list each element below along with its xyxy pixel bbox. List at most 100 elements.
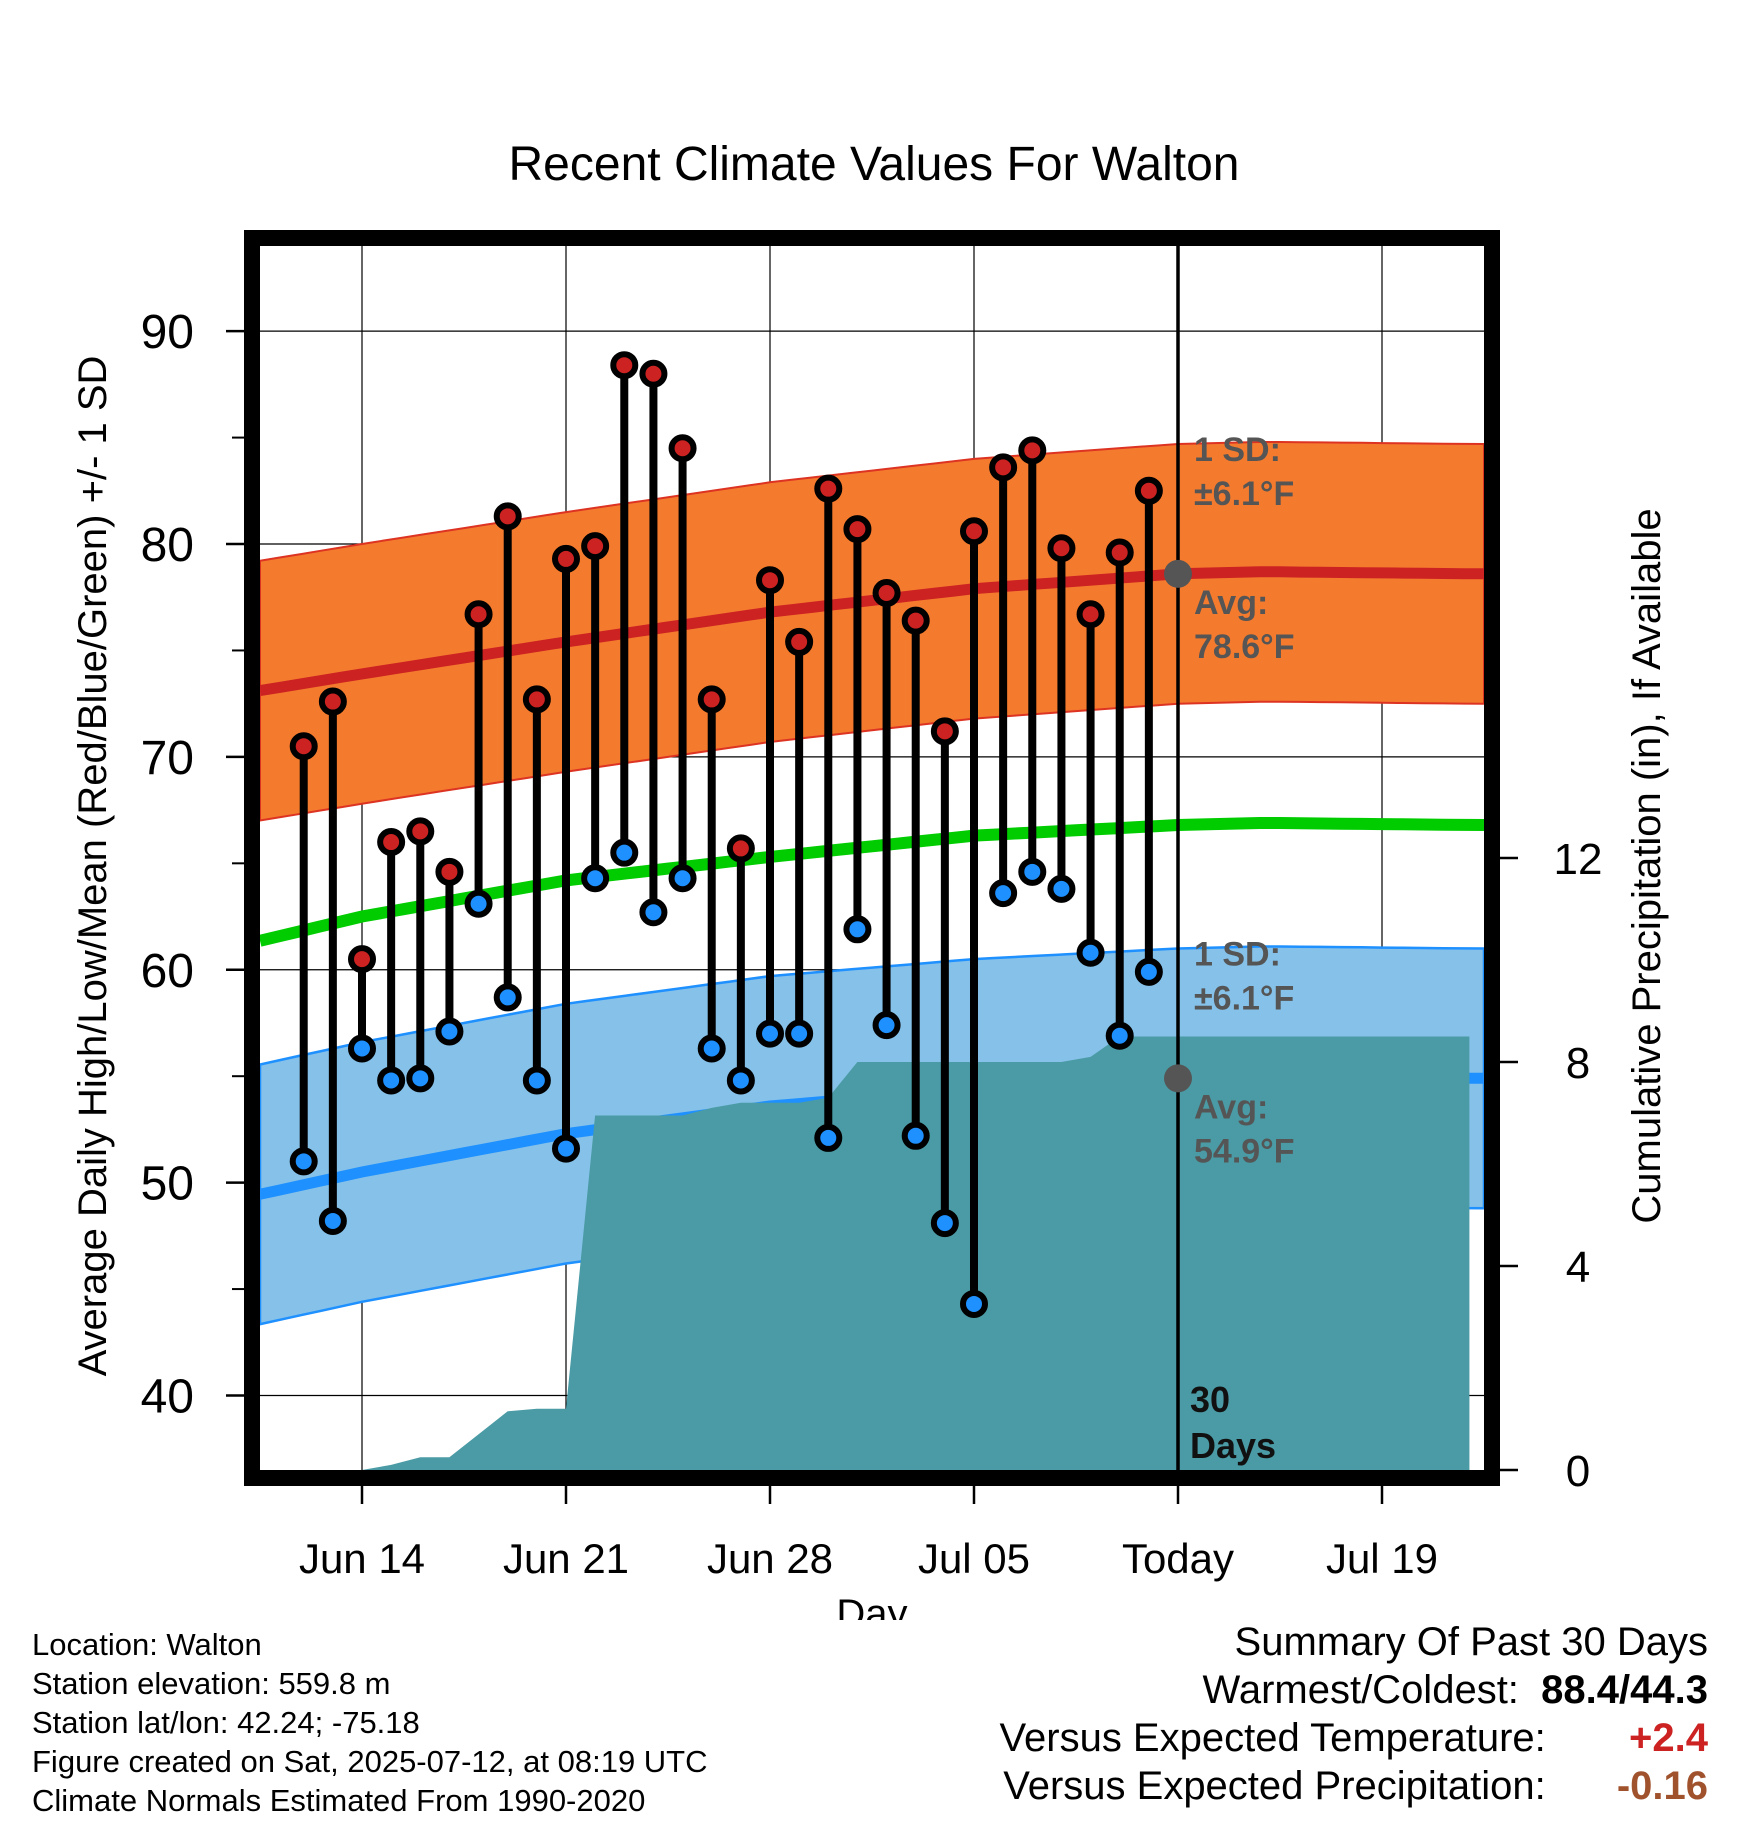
- low-point-2025-06-21: [552, 1134, 580, 1163]
- low-point-2025-06-26: [697, 1034, 726, 1063]
- high-point-2025-06-16: [406, 817, 435, 846]
- y-tick-label-80: 80: [141, 519, 194, 572]
- x-tick-label-0: Jun 14: [299, 1535, 425, 1582]
- high-point-2025-06-26: [697, 685, 726, 714]
- today-window-label-line: 30: [1190, 1379, 1230, 1420]
- precip-row: Versus Expected Precipitation: -0.16: [1000, 1762, 1708, 1810]
- low-avg-label: Avg:: [1194, 1088, 1268, 1126]
- high-point-2025-06-30: [814, 474, 843, 503]
- high-point-2025-07-02: [872, 578, 901, 607]
- y-tick-label-70: 70: [141, 732, 194, 785]
- y2-tick-label-8: 8: [1566, 1039, 1590, 1088]
- x-tick-label-4: Today: [1122, 1535, 1234, 1582]
- low-point-2025-06-17: [435, 1017, 464, 1046]
- low-point-2025-06-15: [377, 1066, 406, 1095]
- high-point-2025-07-11: [1134, 476, 1163, 505]
- x-tick-label-5: Jul 19: [1326, 1535, 1438, 1582]
- high-point-2025-07-09: [1076, 600, 1105, 629]
- low-point-2025-06-14: [348, 1034, 376, 1063]
- low-point-2025-06-13: [318, 1206, 347, 1235]
- band-annotations: 1 SD: ±6.1°F Avg: 78.6°F 1 SD: ±6.1°F Avg: 54.9…: [1164, 431, 1295, 1170]
- y-tick-label-60: 60: [141, 945, 194, 998]
- plot-border: [244, 230, 1500, 1486]
- low-point-2025-06-16: [406, 1064, 435, 1093]
- high-point-2025-07-05: [960, 517, 988, 546]
- high-point-2025-06-29: [785, 627, 814, 656]
- low-point-2025-06-23: [610, 838, 639, 867]
- y2-tick-label-4: 4: [1566, 1243, 1590, 1292]
- low-point-2025-06-20: [522, 1066, 551, 1095]
- high-point-2025-06-18: [464, 600, 493, 629]
- high-point-2025-06-25: [668, 434, 697, 463]
- y2-tick-label-0: 0: [1566, 1447, 1590, 1496]
- normal-mean-line: [260, 817, 1484, 947]
- low-point-2025-06-27: [726, 1066, 755, 1095]
- station-info: Location: Walton Station elevation: 559.…: [32, 1625, 708, 1820]
- coldest-value: 44.3: [1630, 1668, 1708, 1712]
- warm-cold-value: 88.4/44.3: [1541, 1668, 1708, 1712]
- today-high-avg-dot: [1164, 559, 1192, 588]
- high-point-2025-07-08: [1047, 534, 1076, 563]
- temp-value: +2.4: [1629, 1716, 1708, 1760]
- low-point-2025-06-18: [464, 889, 493, 918]
- temp-row: Versus Expected Temperature: +2.4: [1000, 1714, 1708, 1762]
- high-point-2025-06-19: [493, 502, 522, 531]
- warmest-coldest-row: Warmest/Coldest: 88.4/44.3: [1000, 1666, 1708, 1714]
- summary-panel: Summary Of Past 30 Days Warmest/Coldest:…: [1000, 1618, 1708, 1810]
- x-tick-label-3: Jul 05: [918, 1535, 1030, 1582]
- x-axis-title: Day: [836, 1592, 907, 1620]
- warmest-value: 88.4: [1541, 1668, 1620, 1712]
- low-point-2025-06-25: [668, 864, 697, 893]
- temp-label: Versus Expected Temperature:: [999, 1716, 1546, 1760]
- high-point-2025-06-24: [639, 359, 668, 388]
- high-point-2025-07-01: [843, 515, 872, 544]
- today-marker: 30 Days: [1176, 236, 1276, 1470]
- climate-chart: Recent Climate Values For Walton 30 Days …: [71, 138, 1669, 1620]
- high-point-2025-06-13: [318, 687, 347, 716]
- low-point-2025-07-05: [960, 1289, 988, 1318]
- low-point-2025-06-30: [814, 1123, 843, 1152]
- precipitation-area-fill: [260, 1036, 1470, 1470]
- warm-cold-label: Warmest/Coldest:: [1202, 1668, 1519, 1712]
- today-low-avg-dot: [1164, 1064, 1192, 1093]
- high-point-2025-06-22: [581, 532, 610, 561]
- y2-tick-label-12: 12: [1554, 835, 1603, 884]
- low-point-2025-06-24: [639, 898, 668, 927]
- high-point-2025-06-27: [726, 834, 755, 863]
- high-point-2025-06-23: [610, 351, 639, 380]
- low-point-2025-06-19: [493, 983, 522, 1012]
- high-point-2025-07-06: [989, 453, 1018, 482]
- high-point-2025-06-14: [348, 945, 376, 974]
- low-point-2025-06-12: [289, 1147, 318, 1176]
- low-point-2025-07-09: [1076, 938, 1105, 967]
- high-point-2025-06-12: [289, 732, 318, 761]
- x-tick-label-1: Jun 21: [503, 1535, 629, 1582]
- created-text: Figure created on Sat, 2025-07-12, at 08…: [32, 1744, 708, 1779]
- low-point-2025-07-04: [930, 1209, 959, 1238]
- x-tick-label-2: Jun 28: [707, 1535, 833, 1582]
- today-window-label: 30 Days: [1190, 1379, 1276, 1466]
- daily-range-bars: [289, 351, 1163, 1318]
- high-avg-value: 78.6°F: [1194, 628, 1295, 666]
- high-sd-value: ±6.1°F: [1194, 475, 1294, 513]
- latlon-text: Station lat/lon: 42.24; -75.18: [32, 1705, 420, 1740]
- high-point-2025-07-07: [1018, 436, 1047, 465]
- high-sd-label: 1 SD:: [1194, 431, 1281, 469]
- high-point-2025-06-28: [756, 566, 784, 595]
- low-point-2025-07-06: [989, 879, 1018, 908]
- low-point-2025-07-07: [1018, 857, 1047, 886]
- high-point-2025-07-10: [1105, 538, 1134, 567]
- location-text: Location: Walton: [32, 1627, 262, 1662]
- high-point-2025-07-04: [930, 717, 959, 746]
- high-point-2025-06-15: [377, 828, 406, 857]
- low-sd-value: ±6.1°F: [1194, 979, 1294, 1017]
- low-point-2025-06-28: [756, 1019, 784, 1048]
- precipitation-area: [260, 1036, 1470, 1470]
- axes: 40 50 60 70 80 90 0 4 8 12 Jun 14 Jun 21 Jun 28 Jul 0…: [71, 306, 1669, 1620]
- y-axis-title: Average Daily High/Low/Mean (Red/Blue/Gr…: [71, 356, 115, 1377]
- y-tick-label-40: 40: [141, 1370, 194, 1423]
- today-window-label-line: Days: [1190, 1425, 1276, 1466]
- high-point-2025-06-21: [552, 544, 580, 573]
- high-sd-band: [260, 441, 1484, 822]
- summary-title: Summary Of Past 30 Days: [1234, 1620, 1708, 1664]
